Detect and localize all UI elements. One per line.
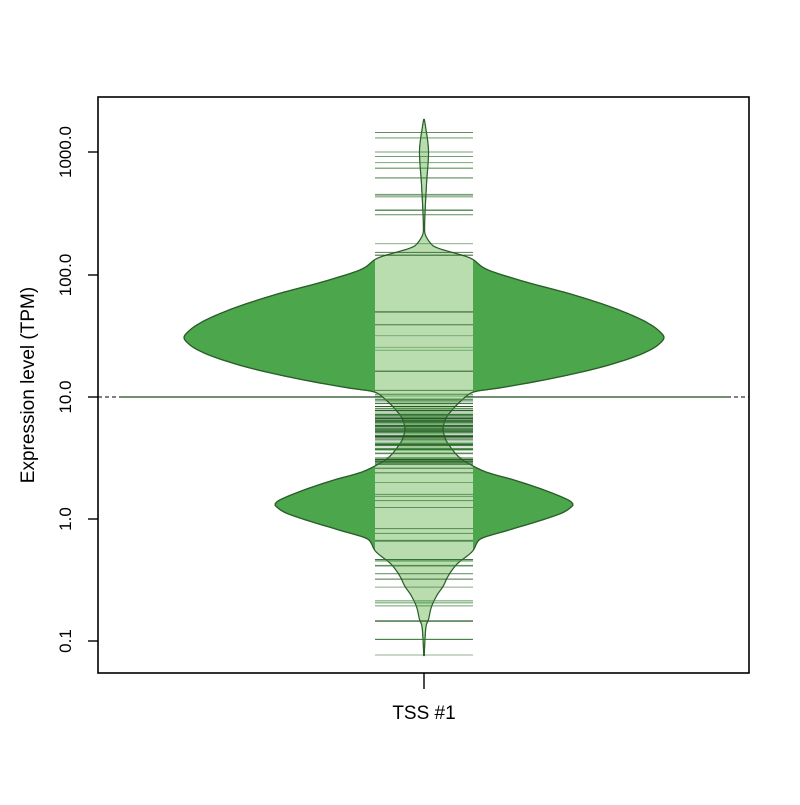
svg-text:10.0: 10.0 [56, 380, 75, 413]
svg-text:100.0: 100.0 [56, 254, 75, 297]
svg-text:1000.0: 1000.0 [56, 126, 75, 178]
svg-text:Expression level (TPM): Expression level (TPM) [18, 287, 39, 483]
svg-text:TSS #1: TSS #1 [392, 703, 455, 724]
svg-text:1.0: 1.0 [56, 507, 75, 531]
svg-text:0.1: 0.1 [56, 629, 75, 653]
